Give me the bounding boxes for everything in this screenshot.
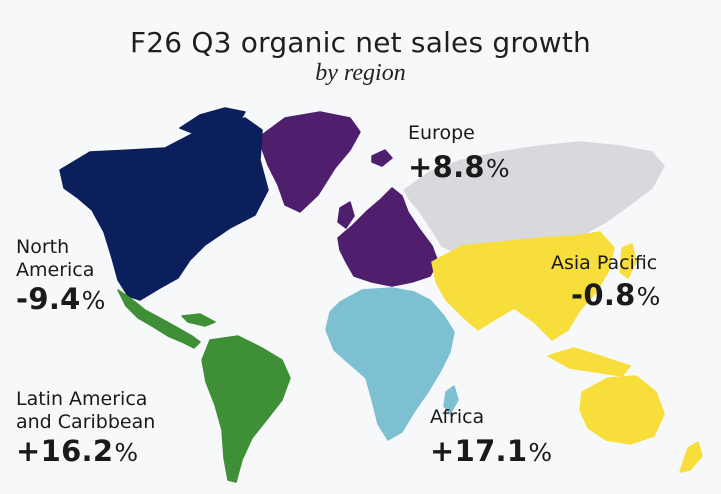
label-africa: Africa +17.1% [430, 406, 552, 468]
label-north-america: North America -9.4% [16, 236, 106, 316]
value-number: -9.4 [16, 282, 81, 316]
chart-subtitle: by region [315, 60, 406, 86]
value-number: +16.2 [16, 434, 114, 468]
map-region-africa [325, 287, 455, 441]
value-unit: % [636, 282, 661, 311]
map-region-caribbean [181, 313, 216, 327]
map-region-south-america [201, 335, 291, 483]
value-number: +8.8 [408, 150, 485, 184]
value-number: +17.1 [430, 434, 528, 468]
region-value-africa: +17.1% [430, 434, 552, 468]
region-name-latin-america-line1: Latin America [16, 388, 148, 410]
map-region-southeast-asia-islands [547, 347, 631, 377]
region-name-latin-america-line2: and Caribbean [16, 411, 156, 433]
region-name-europe: Europe [408, 122, 475, 144]
value-unit: % [114, 438, 139, 467]
value-unit: % [485, 154, 510, 183]
map-region-europe [337, 187, 439, 287]
region-name-asia-pacific: Asia Pacific [551, 252, 658, 274]
map-region-australia [579, 375, 665, 445]
region-value-latin-america: +16.2% [16, 434, 155, 468]
map-region-uk [337, 201, 355, 229]
value-number: -0.8 [571, 278, 636, 312]
map-region-asia-pacific [431, 231, 615, 341]
region-value-asia-pacific: -0.8% [571, 278, 661, 312]
map-region-japan [619, 243, 637, 279]
value-unit: % [528, 438, 553, 467]
region-name-africa: Africa [430, 406, 485, 428]
map-region-arctic-islands [179, 107, 246, 135]
label-latin-america: Latin America and Caribbean +16.2% [16, 388, 155, 468]
region-name-north-america-line1: North [16, 236, 70, 258]
label-europe: Europe +8.8% [408, 122, 510, 184]
chart-title: F26 Q3 organic net sales growth [129, 26, 591, 59]
map-region-greenland [257, 111, 361, 213]
map-region-new-zealand [679, 441, 703, 473]
label-asia-pacific: Asia Pacific -0.8% [551, 252, 661, 312]
map-region-madagascar [443, 385, 459, 415]
map-region-iceland [371, 149, 393, 167]
map-region-central-america [117, 289, 201, 349]
region-value-north-america: -9.4% [16, 282, 106, 316]
map-region-north-america [59, 117, 269, 301]
region-value-europe: +8.8% [408, 150, 510, 184]
value-unit: % [81, 286, 106, 315]
region-name-north-america-line2: America [16, 259, 95, 281]
map-region-rest-of-world [403, 141, 665, 257]
